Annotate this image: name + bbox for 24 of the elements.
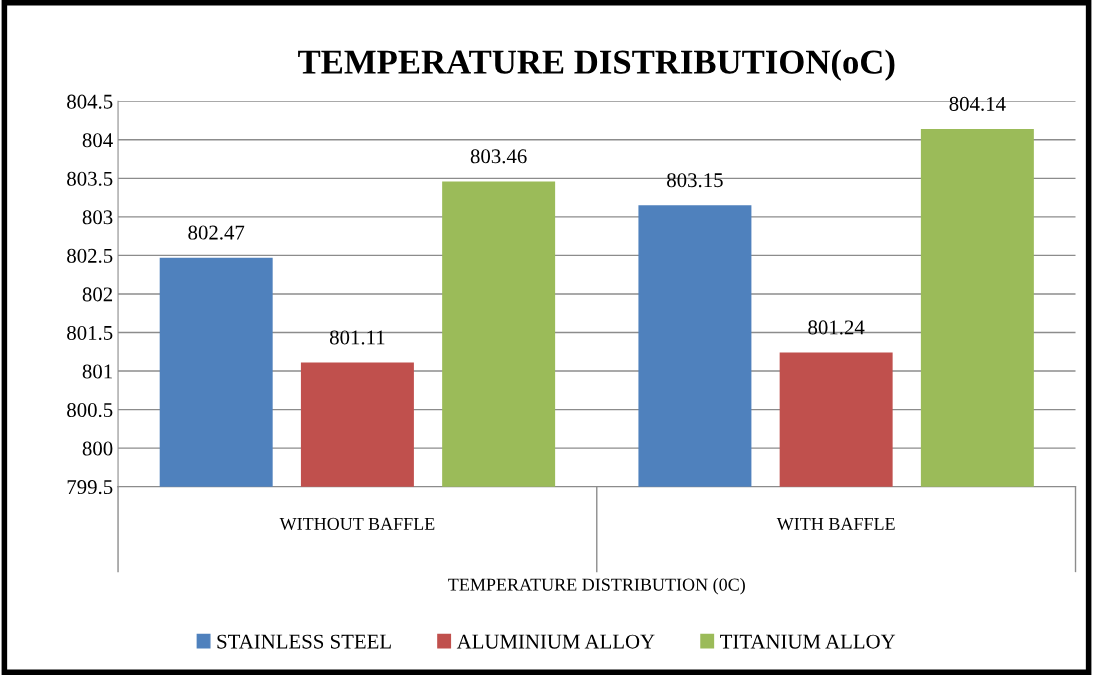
data-label: 803.15 (667, 173, 723, 188)
y-tick-label: 801 (82, 364, 112, 379)
y-tick-label: 801.5 (67, 325, 113, 341)
y-tick-label: 799.5 (67, 480, 113, 495)
y-tick-label: 800 (82, 441, 113, 456)
data-label: 804.14 (949, 96, 1006, 111)
legend-label: TITANIUM ALLOY (720, 634, 896, 649)
y-tick-label: 803.5 (67, 171, 113, 186)
data-label: 803.46 (470, 149, 527, 164)
legend-label: ALUMINIUM ALLOY (456, 634, 655, 649)
data-label: 801.24 (808, 320, 865, 335)
x-tick-label: WITH BAFFLE (776, 517, 895, 531)
x-tick-label: WITHOUT BAFFLE (279, 517, 435, 531)
x-axis-title: TEMPERATURE DISTRIBUTION (0C) (448, 578, 745, 595)
y-tick-label: 802.5 (67, 248, 113, 263)
y-tick-label: 804.5 (67, 94, 113, 109)
data-label: 802.47 (188, 225, 245, 240)
y-tick-label: 803 (82, 210, 113, 225)
chart-title: TEMPERATURE DISTRIBUTION(oC) (298, 49, 895, 81)
y-tick-label: 802 (82, 287, 113, 302)
y-tick-label: 800.5 (67, 402, 113, 418)
y-tick-label: 804 (82, 133, 113, 148)
legend-label: STAINLESS STEEL (217, 634, 391, 649)
data-label: 801.11 (329, 330, 385, 345)
